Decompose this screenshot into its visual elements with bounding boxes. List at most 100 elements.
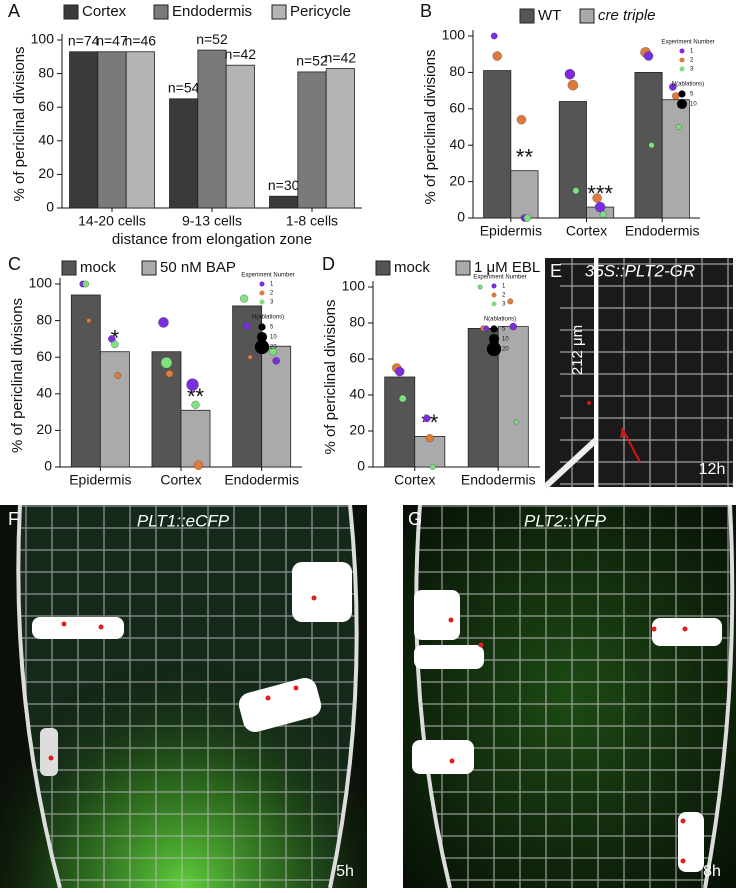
legend-swatch (61, 260, 77, 276)
legend-label: WT (538, 7, 561, 24)
x-tick-label: Cortex (160, 472, 201, 488)
bar (151, 351, 182, 468)
bar (125, 51, 155, 209)
legend-label: Pericycle (290, 3, 351, 20)
bar (197, 49, 227, 209)
y-tick-label: 40 (36, 385, 52, 401)
data-point (395, 366, 405, 377)
image-e (542, 258, 733, 490)
scale-label: 212 μm (569, 325, 586, 375)
legend-label: 10 (690, 102, 697, 108)
legend-swatch (63, 4, 79, 20)
legend-swatch (153, 4, 169, 20)
data-point (643, 51, 654, 61)
legend-size (254, 339, 270, 355)
legend-size (676, 98, 688, 110)
image-label: PLT2::YFP (524, 511, 607, 530)
x-tick-label: Cortex (566, 223, 607, 239)
data-point (269, 347, 277, 356)
y-tick-label: 100 (29, 275, 53, 291)
legend-dot (259, 299, 265, 305)
data-point (492, 51, 502, 61)
bar (297, 71, 327, 209)
bar (483, 70, 512, 219)
bar-annotation: n=74 (68, 32, 100, 48)
y-tick-label: 60 (38, 98, 54, 114)
y-tick-label: 40 (349, 386, 365, 402)
data-point (507, 298, 514, 305)
bar (384, 376, 416, 468)
y-tick-label: 40 (38, 132, 54, 148)
bar-annotation: n=47 (96, 32, 128, 48)
bar-annotation: n=42 (225, 46, 257, 62)
time-label: 8h (703, 863, 721, 880)
data-point (483, 325, 490, 332)
panel-label: C (8, 254, 21, 274)
data-point (423, 414, 431, 423)
panel-label: G (408, 509, 422, 529)
legend-swatch (519, 8, 535, 24)
bar-annotation: n=54 (168, 80, 200, 96)
legend-size (488, 333, 500, 345)
legend-label: 5 (502, 327, 506, 333)
legend-label: mock (80, 259, 116, 276)
x-axis-label: distance from elongation zone (112, 231, 312, 248)
data-point (648, 142, 655, 149)
x-tick-label: Cortex (394, 472, 435, 488)
legend-title: N(ablations) (484, 317, 516, 323)
legend-title: Experiment Number (241, 273, 294, 279)
x-tick-label: Endodermis (224, 472, 299, 488)
legend-dot (679, 66, 685, 72)
y-axis-label: % of periclinal divisions (11, 46, 28, 201)
data-point (513, 419, 519, 425)
legend-label: 50 nM BAP (160, 259, 236, 276)
legend-label: cre triple (598, 7, 656, 24)
legend-label: Cortex (82, 3, 127, 20)
y-tick-label: 80 (349, 314, 365, 330)
data-point (114, 372, 122, 379)
data-point (567, 79, 579, 91)
legend-swatch (375, 260, 391, 276)
legend-swatch (141, 260, 157, 276)
bar (661, 99, 690, 219)
bar (510, 170, 539, 219)
bar (497, 326, 529, 468)
y-tick-label: 0 (457, 209, 465, 225)
significance: ** (421, 410, 439, 435)
data-point (243, 322, 251, 330)
legend-label: 2 (270, 291, 274, 297)
bar-annotation: n=52 (296, 53, 328, 69)
x-tick-label: 9-13 cells (182, 213, 242, 229)
legend-dot (491, 292, 497, 298)
data-point (516, 115, 527, 125)
data-point (477, 284, 483, 290)
y-tick-label: 0 (46, 199, 54, 215)
data-point (191, 400, 200, 409)
legend-swatch (579, 8, 595, 24)
legend-label: 2 (690, 58, 694, 64)
legend-label: 3 (690, 67, 694, 73)
legend-size (678, 90, 686, 98)
time-label: 12h (699, 461, 726, 478)
panel-label: E (550, 261, 562, 281)
data-point (599, 211, 607, 218)
legend-label: mock (394, 259, 430, 276)
legend-size (256, 331, 268, 343)
data-point (490, 32, 498, 40)
legend-swatch (271, 4, 287, 20)
bar (261, 345, 292, 468)
data-point (564, 69, 576, 80)
y-axis-label: % of periclinal divisions (422, 49, 439, 204)
y-tick-label: 40 (449, 136, 465, 152)
x-tick-label: Endodermis (625, 223, 700, 239)
legend-label: 20 (502, 347, 509, 353)
bar (169, 98, 199, 209)
data-point (675, 124, 682, 130)
significance: *** (587, 181, 613, 206)
bar-annotation: n=46 (125, 32, 157, 48)
bar (180, 409, 211, 468)
bar-annotation: n=30 (268, 177, 300, 193)
y-tick-label: 80 (36, 311, 52, 327)
bar-annotation: n=42 (325, 49, 357, 65)
